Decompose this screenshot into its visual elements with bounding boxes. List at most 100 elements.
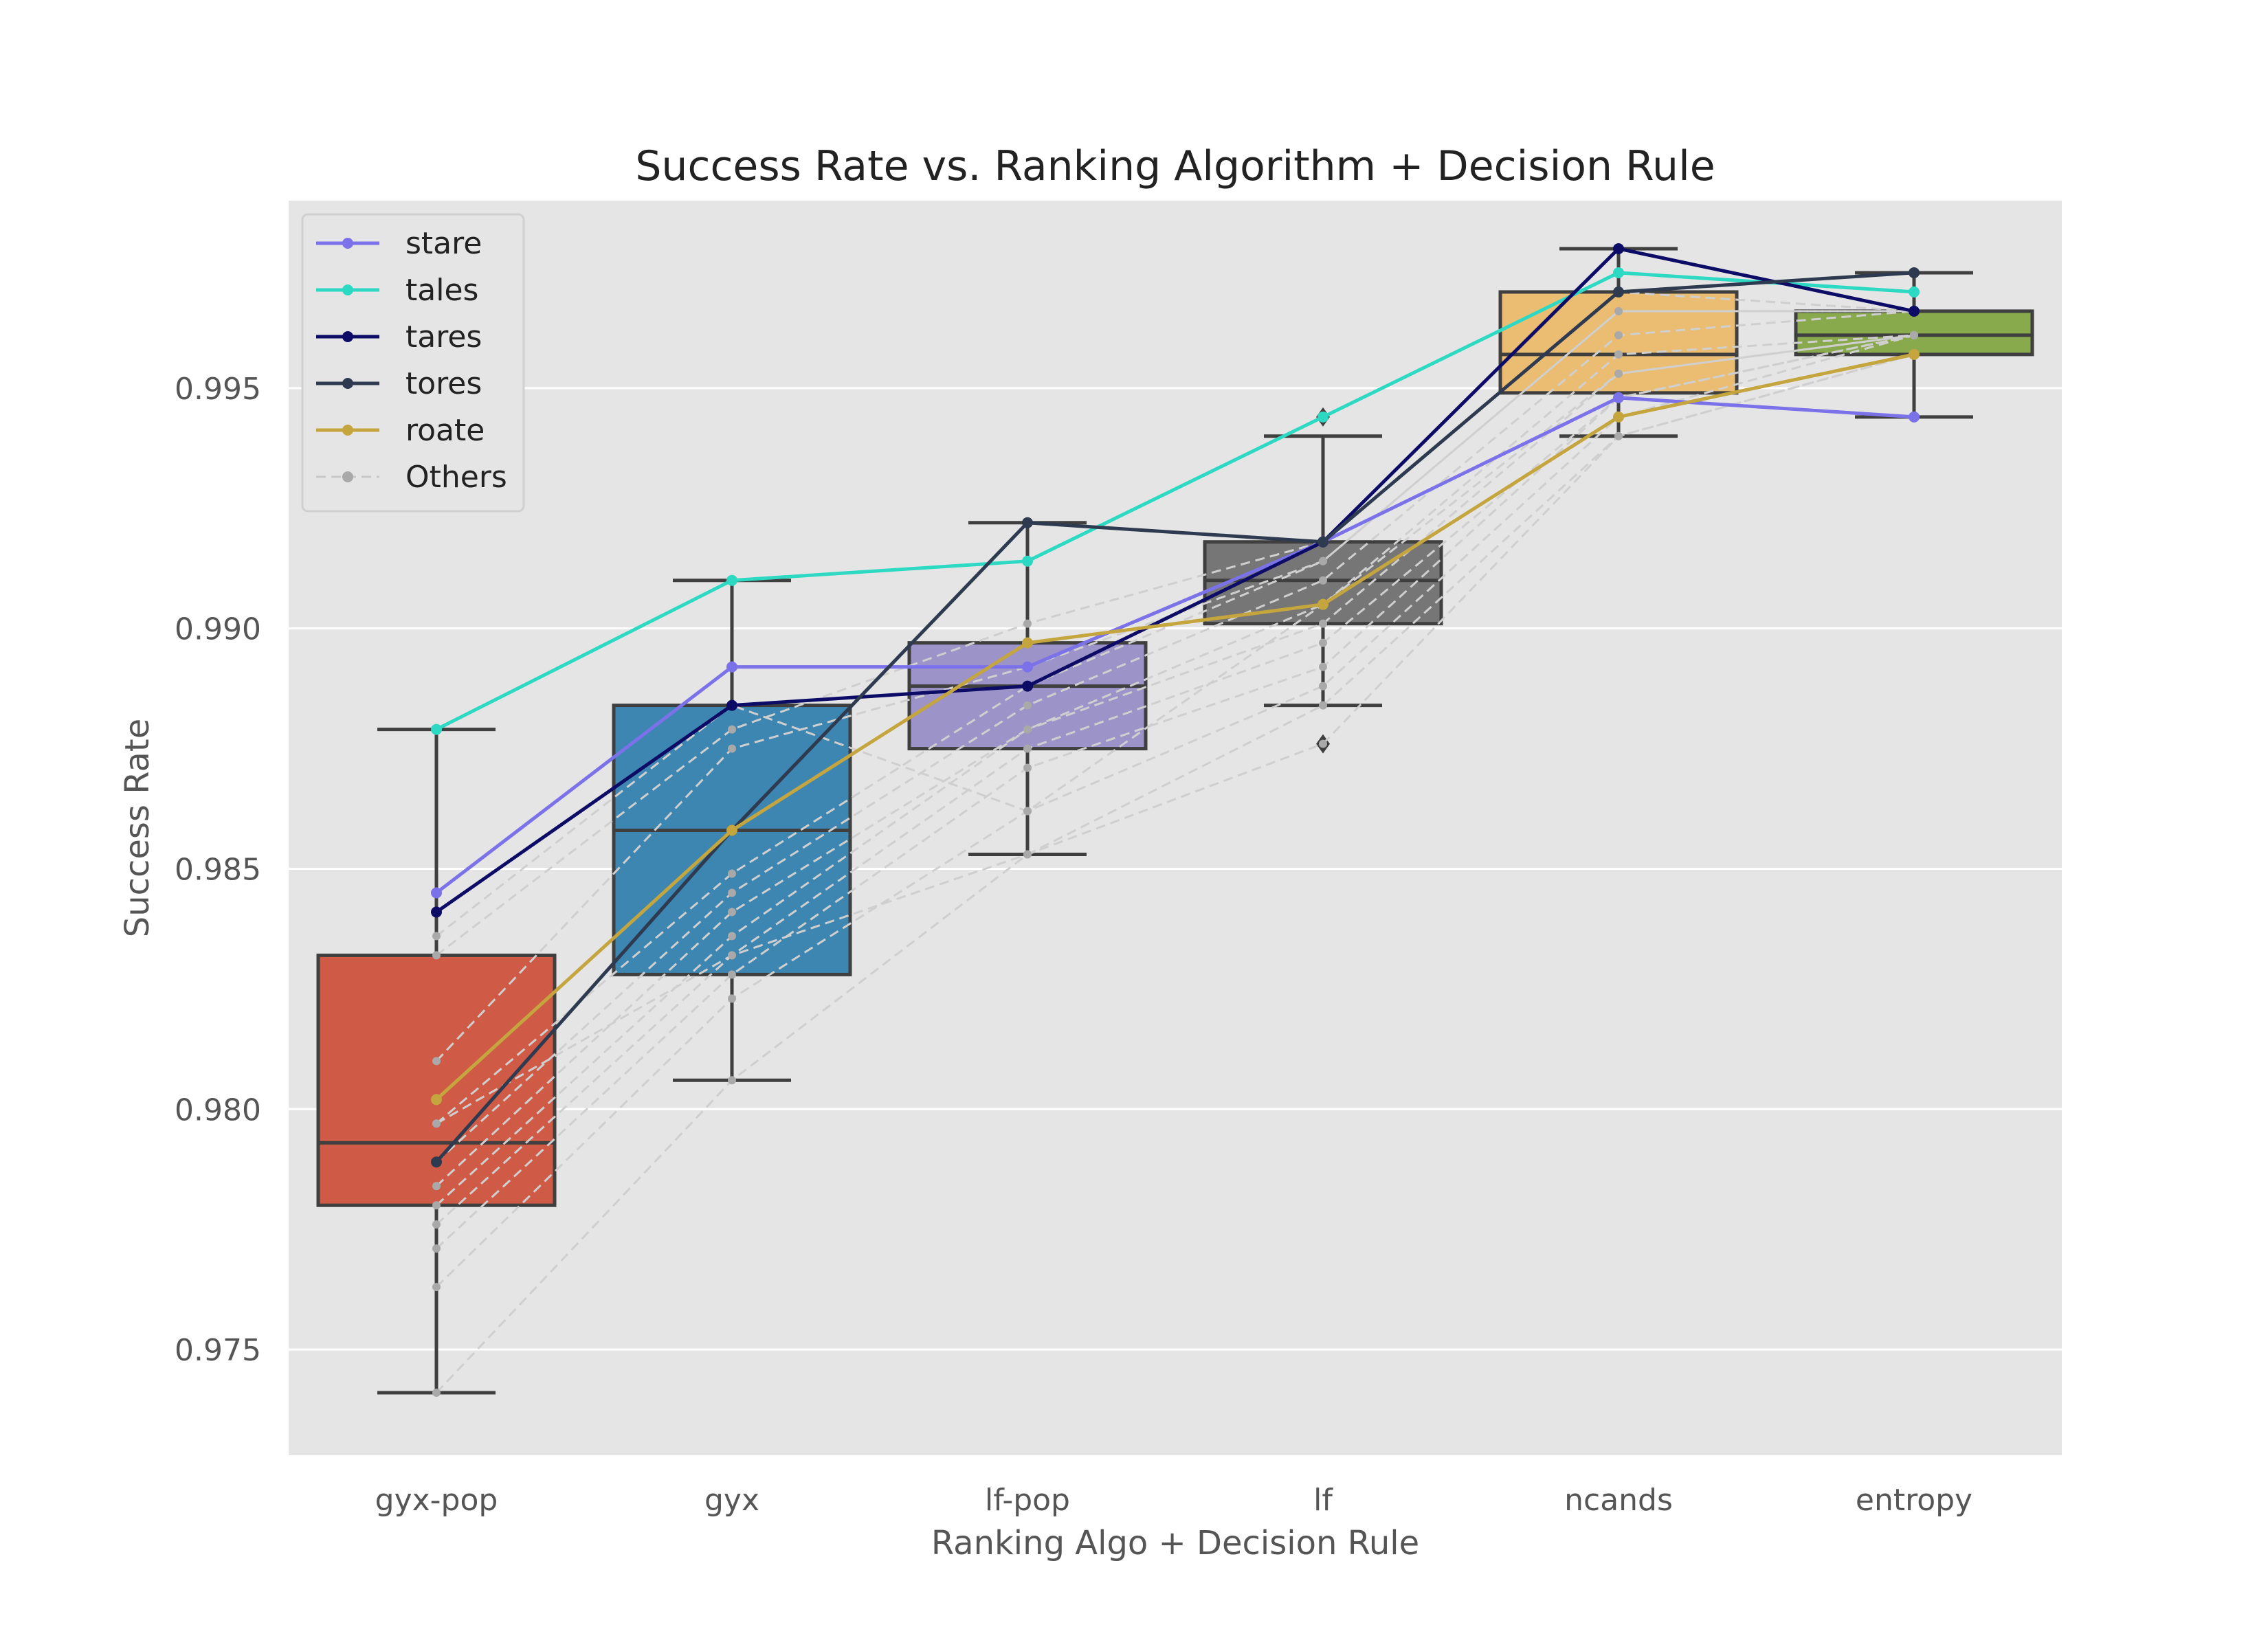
others-point — [432, 1182, 441, 1191]
series-point — [1022, 517, 1033, 528]
legend-swatch-marker — [342, 471, 353, 482]
series-line — [435, 352, 1915, 1101]
y-tick-label: 0.990 — [175, 612, 261, 647]
series-point — [1613, 392, 1624, 403]
x-tick-label: lf-pop — [985, 1483, 1070, 1518]
y-tick-label: 0.995 — [175, 372, 261, 407]
others-point — [1023, 725, 1032, 734]
others-point — [1319, 701, 1327, 710]
legend-swatch-marker — [342, 284, 353, 295]
series-tales — [431, 267, 1920, 735]
box-iqr — [316, 953, 557, 1207]
legend-item-tales: tales — [316, 273, 478, 308]
others-point — [1319, 662, 1327, 671]
legend-item-stare: stare — [316, 226, 482, 261]
legend-item-tores: tores — [316, 366, 482, 401]
others-line — [435, 334, 1915, 1226]
others-point — [1319, 739, 1327, 748]
others-line — [435, 334, 1915, 1207]
x-tick-label: entropy — [1856, 1483, 1972, 1518]
series-line — [435, 396, 1915, 895]
others-point — [432, 1244, 441, 1253]
series-point — [1022, 637, 1033, 649]
series-point — [1613, 411, 1624, 423]
legend-label: tales — [405, 273, 478, 308]
others-point — [728, 1076, 736, 1085]
series-point — [431, 887, 442, 899]
others-point — [1614, 330, 1623, 339]
others-point — [728, 932, 736, 941]
others-point — [1023, 807, 1032, 816]
x-tick-label: lf — [1313, 1483, 1333, 1518]
x-axis-ticks: gyx-pop gyx lf-pop lf ncands entropy — [375, 1483, 1972, 1518]
legend-label: roate — [405, 413, 485, 448]
series-line — [435, 247, 1915, 914]
series-point — [726, 699, 737, 711]
others-line — [435, 334, 1915, 1187]
series-point — [1318, 411, 1328, 423]
series-line — [435, 271, 1915, 731]
others-point — [1023, 850, 1032, 859]
series-point — [1318, 598, 1328, 610]
y-axis-ticks: 0.975 0.980 0.985 0.990 0.995 — [175, 372, 261, 1368]
others-line — [435, 334, 1915, 1288]
others-point — [432, 1283, 441, 1292]
others-point — [728, 970, 736, 979]
legend-swatch-marker — [342, 425, 353, 436]
legend-swatch-marker — [342, 238, 353, 249]
series-point — [431, 723, 442, 735]
series-point — [1613, 267, 1624, 278]
others-point — [1023, 763, 1032, 772]
others-point — [728, 994, 736, 1003]
others-point — [1910, 330, 1918, 339]
others-line — [436, 334, 1915, 937]
series-point — [1909, 411, 1920, 423]
others-point — [1319, 576, 1327, 585]
x-tick-label: ncands — [1564, 1483, 1673, 1518]
series-point — [1909, 348, 1920, 360]
legend-label: tores — [405, 366, 482, 401]
series-point — [1318, 536, 1328, 548]
series-point — [431, 906, 442, 918]
grid-lines — [289, 387, 2062, 1351]
series-point — [726, 574, 737, 586]
series-point — [1022, 661, 1033, 673]
x-axis-label: Ranking Algo + Decision Rule — [931, 1524, 1419, 1562]
legend-label: stare — [405, 226, 482, 261]
others-point — [728, 725, 736, 734]
others-point — [1614, 369, 1623, 378]
others-point — [432, 1057, 441, 1066]
others-point — [432, 1119, 441, 1128]
legend-item-tares: tares — [316, 319, 482, 355]
others-point — [432, 1220, 441, 1229]
legend-item-others: Others — [316, 460, 507, 495]
legend: stare tales tares tores roate Others — [301, 213, 525, 513]
series-point — [431, 1094, 442, 1106]
y-tick-label: 0.980 — [175, 1092, 261, 1128]
series-point — [431, 1156, 442, 1168]
series-point — [1613, 286, 1624, 298]
others-point — [1023, 701, 1032, 710]
legend-label: Others — [405, 460, 507, 495]
others-point — [432, 951, 441, 960]
others-line — [436, 291, 1915, 956]
y-tick-label: 0.985 — [175, 852, 261, 887]
others-point — [432, 1201, 441, 1210]
others-point — [432, 1389, 441, 1398]
others-point — [1614, 306, 1623, 315]
series-point — [1022, 680, 1033, 692]
others-point — [728, 951, 736, 960]
others-line — [436, 353, 1915, 1125]
series-point — [1909, 305, 1920, 317]
legend-item-roate: roate — [316, 413, 485, 448]
others-point — [432, 932, 441, 941]
x-tick-label: gyx — [704, 1483, 759, 1518]
others-point — [1319, 619, 1327, 628]
series-line — [435, 271, 1915, 1163]
series-point — [1909, 267, 1920, 278]
series-point — [726, 661, 737, 673]
others-point — [728, 744, 736, 753]
others-point — [728, 908, 736, 917]
